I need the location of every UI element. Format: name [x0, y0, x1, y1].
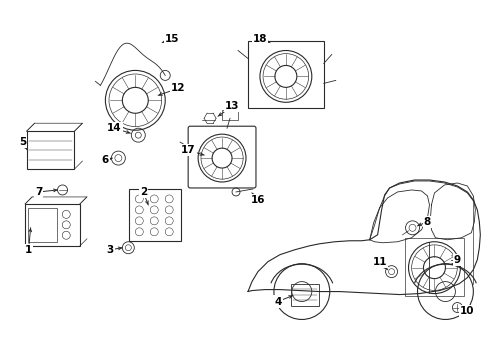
- Bar: [28, 208, 57, 242]
- Bar: [129, 189, 181, 241]
- Text: 8: 8: [423, 217, 430, 227]
- Text: 7: 7: [35, 187, 42, 197]
- Text: 1: 1: [25, 245, 32, 255]
- Text: 13: 13: [224, 101, 239, 111]
- Bar: [25, 204, 80, 246]
- Text: 14: 14: [107, 123, 122, 133]
- Bar: [247, 41, 323, 108]
- Bar: [26, 131, 74, 169]
- Bar: [222, 110, 238, 120]
- Text: 9: 9: [453, 255, 460, 265]
- Text: 11: 11: [371, 257, 386, 267]
- Text: 15: 15: [164, 33, 179, 44]
- Text: 6: 6: [102, 155, 109, 165]
- Text: 16: 16: [250, 195, 264, 205]
- Bar: [290, 284, 318, 306]
- Text: 3: 3: [106, 245, 114, 255]
- Text: 10: 10: [459, 306, 474, 316]
- Text: 2: 2: [140, 187, 146, 197]
- Text: 4: 4: [274, 297, 281, 306]
- Text: 12: 12: [171, 84, 185, 93]
- Text: 5: 5: [19, 137, 26, 147]
- Bar: [404, 238, 464, 296]
- Text: 18: 18: [252, 33, 266, 44]
- Text: 17: 17: [181, 145, 195, 155]
